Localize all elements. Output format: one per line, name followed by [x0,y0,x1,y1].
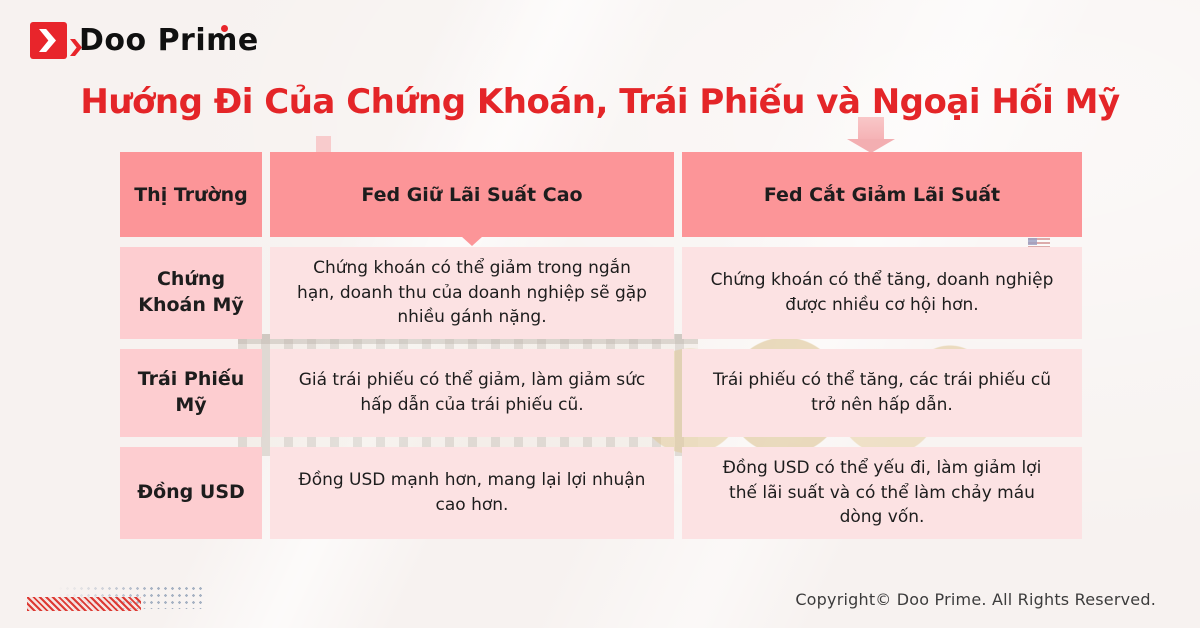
row-label-bonds: Trái Phiếu Mỹ [120,349,262,437]
copyright-text: Copyright© Doo Prime. All Rights Reserve… [795,590,1156,609]
cell-usd-hold: Đồng USD mạnh hơn, mang lại lợi nhuận ca… [270,447,674,539]
cell-bonds-cut: Trái phiếu có thể tăng, các trái phiếu c… [682,349,1082,437]
doo-prime-logo-icon [30,22,82,59]
cell-stocks-hold: Chứng khoán có thể giảm trong ngắn hạn, … [270,247,674,339]
cell-usd-cut: Đồng USD có thể yếu đi, làm giảm lợi thế… [682,447,1082,539]
cell-stocks-cut: Chứng khoán có thể tăng, doanh nghiệp đư… [682,247,1082,339]
red-stripes-decoration [27,597,141,611]
brand-red-dot [220,25,228,32]
scenario-table: Thị Trường Fed Giữ Lãi Suất Cao Fed Cắt … [120,152,1082,539]
header-fed-hold: Fed Giữ Lãi Suất Cao [270,152,674,237]
cell-bonds-hold: Giá trái phiếu có thể giảm, làm giảm sức… [270,349,674,437]
arrow-shaft [858,117,884,140]
page-title: Hướng Đi Của Chứng Khoán, Trái Phiếu và … [80,82,1120,122]
brand-name-text: Doo Prime [79,23,259,58]
brand-name: Doo Prime [79,23,259,58]
arrow-down-small-icon [316,136,331,153]
chevron-right-icon [39,29,56,52]
doo-prime-logo: Doo Prime [30,22,259,59]
header-market: Thị Trường [120,152,262,237]
row-label-stocks: Chứng Khoán Mỹ [120,247,262,339]
header-fed-cut: Fed Cắt Giảm Lãi Suất [682,152,1082,237]
arrow-down-icon [847,117,895,153]
row-label-usd: Đồng USD [120,447,262,539]
arrow-head [847,139,895,153]
